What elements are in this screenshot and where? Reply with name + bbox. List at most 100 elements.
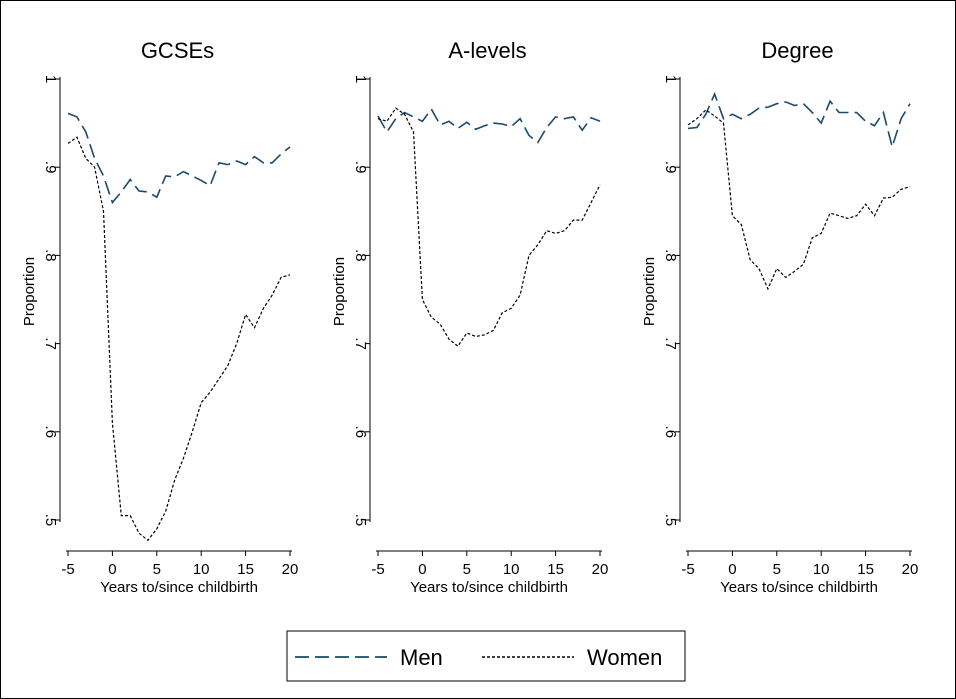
data-point-women <box>457 346 458 347</box>
x-axis-label: Years to/since childbirth <box>720 579 878 596</box>
y-tick-label: .8 <box>42 249 59 262</box>
data-point-men <box>289 146 290 147</box>
x-tick-label: 15 <box>857 561 874 578</box>
data-point-women <box>272 294 273 295</box>
data-point-men <box>812 112 813 113</box>
y-axis-label: Proportion <box>331 257 348 326</box>
data-point-women <box>431 317 432 318</box>
x-tick-label: 15 <box>237 561 254 578</box>
data-point-women <box>112 422 113 423</box>
data-point-women <box>67 143 68 144</box>
legend: Men Women <box>286 630 686 682</box>
data-point-men <box>502 123 503 124</box>
data-point-men <box>687 128 688 129</box>
data-point-men <box>892 146 893 147</box>
data-point-men <box>546 127 547 128</box>
data-point-women <box>696 118 697 119</box>
data-point-men <box>263 162 264 163</box>
data-point-women <box>254 327 255 328</box>
data-point-women <box>377 118 378 119</box>
data-point-women <box>573 220 574 221</box>
data-point-women <box>883 197 884 198</box>
data-point-women <box>785 277 786 278</box>
series-line-women <box>377 107 601 348</box>
series-line-women <box>687 109 911 291</box>
y-axis-label: Proportion <box>641 257 658 326</box>
data-point-women <box>732 215 733 216</box>
x-tick-label: 0 <box>108 561 116 578</box>
data-point-women <box>147 540 148 541</box>
data-point-women <box>165 511 166 512</box>
data-point-women <box>687 124 688 125</box>
data-point-men <box>732 114 733 115</box>
data-point-women <box>76 137 77 138</box>
data-point-women <box>466 332 467 333</box>
data-point-men <box>696 127 697 128</box>
data-point-men <box>67 113 68 114</box>
data-point-men <box>448 121 449 122</box>
data-point-women <box>865 204 866 205</box>
data-point-women <box>183 458 184 459</box>
data-point-men <box>156 197 157 198</box>
data-point-women <box>85 158 86 159</box>
data-point-men <box>829 100 830 101</box>
data-point-women <box>856 215 857 216</box>
data-point-men <box>723 118 724 119</box>
data-point-men <box>103 175 104 176</box>
data-point-women <box>564 230 565 231</box>
data-point-women <box>103 211 104 212</box>
data-point-women <box>821 233 822 234</box>
y-tick-label: 1 <box>662 75 679 83</box>
chart-panel-degree: Degree .5 .6 .7 .8 .9 1 -5 0 5 10 15 20 Years to/sinc… <box>641 38 918 596</box>
data-point-men <box>183 171 184 172</box>
data-point-women <box>723 123 724 124</box>
series-line-men <box>377 107 601 144</box>
y-tick-label: .6 <box>662 426 679 439</box>
data-point-women <box>404 114 405 115</box>
data-point-women <box>829 212 830 213</box>
y-tick-label: .8 <box>352 249 369 262</box>
data-point-women <box>192 431 193 432</box>
data-point-men <box>377 115 378 116</box>
data-point-men <box>794 105 795 106</box>
data-point-women <box>395 108 396 109</box>
data-point-men <box>422 121 423 122</box>
data-point-men <box>874 125 875 126</box>
data-point-men <box>138 190 139 191</box>
data-point-men <box>847 112 848 113</box>
data-point-women <box>201 402 202 403</box>
data-point-men <box>130 179 131 180</box>
y-tick-label: .5 <box>352 514 369 527</box>
data-point-women <box>555 233 556 234</box>
data-point-men <box>705 114 706 115</box>
data-point-women <box>537 244 538 245</box>
data-point-men <box>883 112 884 113</box>
y-tick-label: .9 <box>42 161 59 174</box>
data-point-women <box>289 274 290 275</box>
x-axis-label: Years to/since childbirth <box>100 579 258 596</box>
x-tick-label: -5 <box>61 561 74 578</box>
data-point-men <box>201 180 202 181</box>
data-point-men <box>413 116 414 117</box>
data-point-men <box>564 118 565 119</box>
data-point-men <box>767 107 768 108</box>
data-point-women <box>776 268 777 269</box>
data-point-women <box>511 308 512 309</box>
data-point-men <box>582 130 583 131</box>
y-tick-label: .7 <box>42 337 59 350</box>
data-point-women <box>812 237 813 238</box>
x-tick-label: 5 <box>153 561 161 578</box>
data-point-women <box>236 343 237 344</box>
chart-panel-gcses: GCSEs .5 .6 .7 .8 .9 1 -5 0 5 10 15 20 Years to/since… <box>21 38 298 596</box>
data-point-men <box>803 103 804 104</box>
data-point-women <box>484 334 485 335</box>
data-point-women <box>750 259 751 260</box>
data-point-men <box>909 103 910 104</box>
data-point-men <box>386 131 387 132</box>
data-point-women <box>838 215 839 216</box>
data-point-men <box>174 176 175 177</box>
x-tick-label: 10 <box>813 561 830 578</box>
data-point-men <box>395 118 396 119</box>
